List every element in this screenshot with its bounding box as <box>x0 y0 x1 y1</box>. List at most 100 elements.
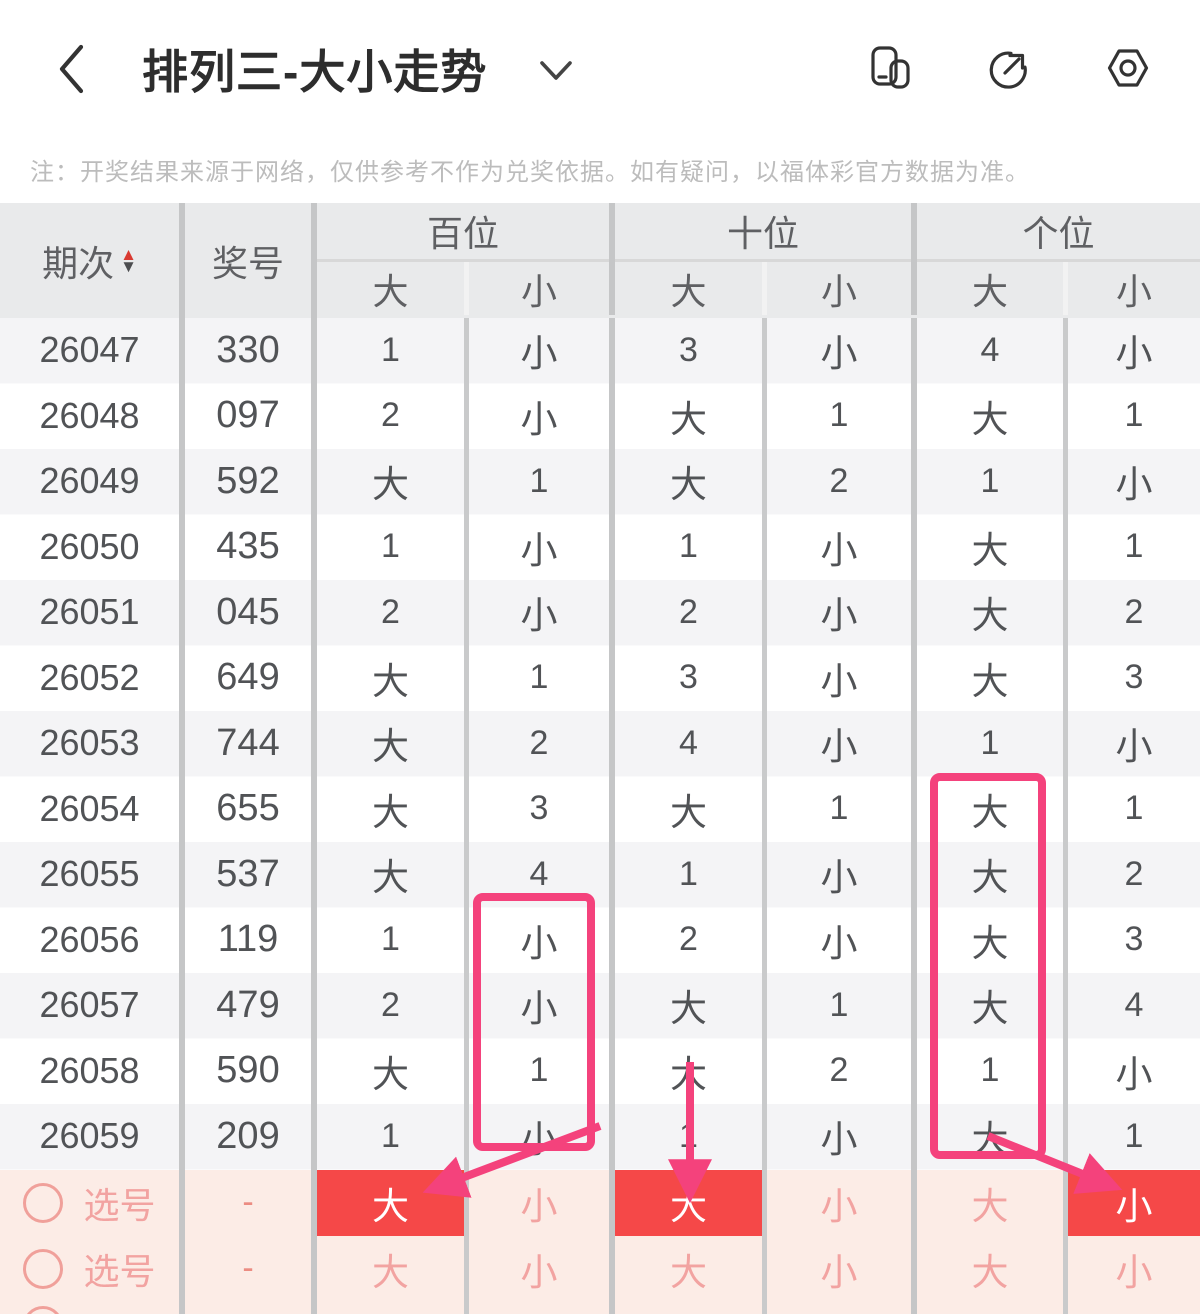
tens-small-cell: 小 <box>767 711 911 777</box>
sort-icon[interactable]: ▲ ▼ <box>120 244 137 276</box>
screen-mirror-icon[interactable] <box>866 44 914 92</box>
pick-radio-icon[interactable] <box>23 1182 64 1223</box>
pick-hundreds-big[interactable]: 大 <box>317 1302 464 1314</box>
pick-radio-icon[interactable] <box>23 1248 64 1289</box>
hundreds-big-cell: 2 <box>317 580 464 646</box>
title-dropdown-icon[interactable] <box>537 58 575 84</box>
pick-hundreds-small[interactable]: 小 <box>520 1251 558 1293</box>
pick-tens-small[interactable]: 小 <box>820 1251 858 1293</box>
tens-big-cell: 1 <box>615 515 762 580</box>
hundreds-small-cell: 小 <box>469 384 609 449</box>
hundreds-small-cell: 3 <box>469 777 609 842</box>
pick-number-cell: - <box>242 1249 254 1287</box>
tens-big-cell: 2 <box>615 908 762 973</box>
pick-radio-icon[interactable] <box>23 1305 64 1314</box>
winning-number-cell: 655 <box>185 777 311 842</box>
settings-nut-icon[interactable] <box>1104 44 1152 92</box>
pick-units-big[interactable]: 大 <box>971 1185 1009 1227</box>
hundreds-big-cell: 1 <box>317 515 464 580</box>
period-cell: 26049 <box>0 449 179 515</box>
pick-tens-small[interactable]: 小 <box>820 1185 858 1227</box>
period-cell: 26053 <box>0 711 179 777</box>
sort-down-icon: ▼ <box>120 256 137 276</box>
pick-tens-big[interactable]: 大 <box>670 1251 707 1293</box>
group-header-hundreds: 百位 <box>317 203 609 262</box>
pick-units-big[interactable]: 大 <box>971 1251 1009 1293</box>
winning-number-cell: 590 <box>185 1039 311 1104</box>
units-small-cell: 4 <box>1068 973 1200 1039</box>
tens-big-cell: 大 <box>615 449 762 515</box>
winning-number-cell: 435 <box>185 515 311 580</box>
units-small-cell: 小 <box>1068 318 1200 384</box>
sort-up-icon: ▲ <box>120 244 137 264</box>
period-column-header[interactable]: 期次 ▲ ▼ <box>42 242 137 284</box>
units-small-cell: 小 <box>1068 449 1200 515</box>
table-row: 26056 119 1 小 2 小 大 3 <box>0 907 1200 973</box>
tens-big-cell: 3 <box>615 646 762 711</box>
tens-small-cell: 小 <box>767 842 911 908</box>
tens-big-cell: 大 <box>615 384 762 449</box>
pick-number-cell: - <box>185 1302 311 1314</box>
pick-units-small[interactable]: 小 <box>1115 1251 1153 1293</box>
table-row: 26059 209 1 小 1 小 大 1 <box>0 1104 1200 1170</box>
tens-big-cell: 1 <box>615 1104 762 1170</box>
period-cell: 26050 <box>0 515 179 580</box>
hundreds-big-cell: 2 <box>317 384 464 449</box>
pick-tens-big[interactable]: 大 <box>615 1302 762 1314</box>
period-cell: 26047 <box>0 318 179 384</box>
table-row: 26049 592 大 1 大 2 1 小 <box>0 449 1200 515</box>
trend-table: 期次 ▲ ▼ 奖号 百位 十位 个位 大 <box>0 203 1200 1314</box>
hundreds-small-cell: 1 <box>469 646 609 711</box>
tens-small-cell: 1 <box>767 973 911 1039</box>
winning-number-cell: 744 <box>185 711 311 777</box>
hundreds-small-cell: 1 <box>469 1039 609 1104</box>
units-small-cell: 2 <box>1068 842 1200 908</box>
pick-tens-small[interactable]: 小 <box>767 1302 911 1314</box>
hundreds-small-cell: 4 <box>469 842 609 908</box>
hundreds-small-cell: 小 <box>469 515 609 580</box>
period-cell: 26057 <box>0 973 179 1039</box>
subheader-big: 大 <box>917 262 1063 315</box>
units-small-cell: 2 <box>1068 580 1200 646</box>
pick-label: 选号 <box>83 1184 156 1226</box>
table-row: 26054 655 大 3 大 1 大 1 <box>0 776 1200 842</box>
back-icon[interactable] <box>55 42 89 96</box>
hundreds-small-cell: 小 <box>469 908 609 973</box>
pick-hundreds-small[interactable]: 小 <box>520 1185 558 1227</box>
table-row: 26050 435 1 小 1 小 大 1 <box>0 514 1200 580</box>
tens-big-cell: 大 <box>615 777 762 842</box>
pick-units-small[interactable]: 小 <box>1068 1302 1200 1314</box>
pick-hundreds-big[interactable]: 大 <box>372 1251 409 1293</box>
table-header: 期次 ▲ ▼ 奖号 百位 十位 个位 大 <box>0 203 1200 318</box>
period-cell: 26052 <box>0 646 179 711</box>
top-bar: 排列三-大小走势 <box>0 0 1200 135</box>
tens-small-cell: 2 <box>767 1039 911 1104</box>
units-big-cell: 大 <box>917 908 1063 973</box>
units-big-cell: 4 <box>917 318 1063 384</box>
pick-number-cell: - <box>242 1183 254 1221</box>
share-icon[interactable] <box>984 44 1032 92</box>
tens-big-cell: 大 <box>615 973 762 1039</box>
pick-label: 选号 <box>83 1250 156 1292</box>
pick-tens-big[interactable]: 大 <box>615 1169 762 1236</box>
pick-units-small[interactable]: 小 <box>1068 1169 1200 1236</box>
subheader-big: 大 <box>317 262 464 315</box>
hundreds-big-cell: 大 <box>317 711 464 777</box>
period-cell: 26054 <box>0 777 179 842</box>
pick-hundreds-small[interactable]: 小 <box>469 1302 609 1314</box>
tens-small-cell: 2 <box>767 449 911 515</box>
units-small-cell: 1 <box>1068 1104 1200 1170</box>
period-cell: 26056 <box>0 908 179 973</box>
pick-label-cell: 选号 <box>0 1236 179 1302</box>
winning-number-cell: 649 <box>185 646 311 711</box>
hundreds-big-cell: 大 <box>317 449 464 515</box>
winning-number-cell: 537 <box>185 842 311 908</box>
pick-label-cell: 选号 <box>0 1170 179 1236</box>
pick-hundreds-big[interactable]: 大 <box>317 1169 464 1236</box>
winning-number-cell: 209 <box>185 1104 311 1170</box>
period-cell: 26059 <box>0 1104 179 1170</box>
tens-big-cell: 大 <box>615 1039 762 1104</box>
pick-units-big[interactable]: 大 <box>917 1302 1063 1314</box>
table-row: 26052 649 大 1 3 小 大 3 <box>0 645 1200 711</box>
hundreds-small-cell: 小 <box>469 318 609 384</box>
